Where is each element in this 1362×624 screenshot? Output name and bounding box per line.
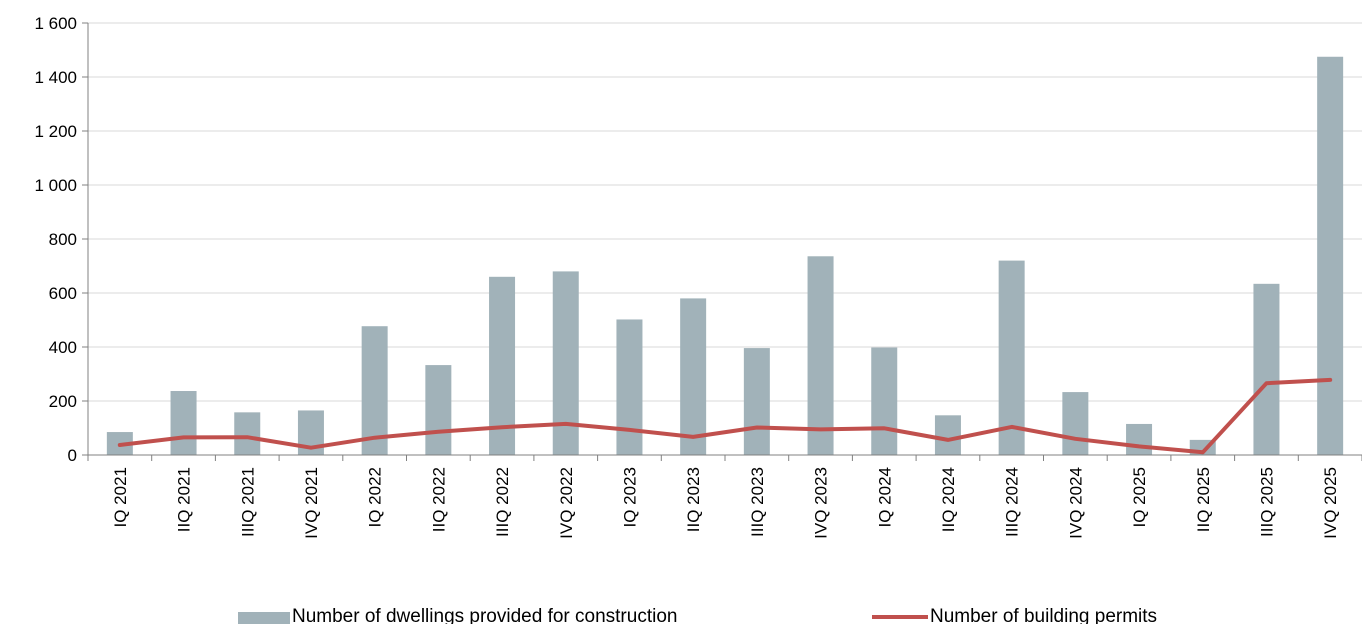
gridlines bbox=[88, 22, 1362, 402]
bar-series bbox=[106, 56, 1344, 455]
bar bbox=[871, 347, 898, 455]
bar bbox=[425, 365, 452, 455]
x-tick-label: IQ 2022 bbox=[366, 467, 385, 528]
x-tick-label: IIQ 2024 bbox=[939, 467, 958, 532]
bar bbox=[1126, 423, 1153, 455]
x-tick-label: IIIQ 2025 bbox=[1257, 467, 1276, 537]
legend-label-dwellings: Number of dwellings provided for constru… bbox=[292, 606, 677, 624]
y-tick-label: 1 400 bbox=[34, 68, 77, 87]
bar bbox=[807, 256, 834, 455]
legend-label-permits: Number of building permits bbox=[930, 606, 1157, 624]
y-tick-label: 1 600 bbox=[34, 14, 77, 33]
bar bbox=[1317, 56, 1344, 455]
x-tick-label: IVQ 2024 bbox=[1066, 467, 1085, 539]
bar bbox=[616, 319, 643, 455]
x-tick-label: IQ 2024 bbox=[875, 467, 894, 528]
y-tick-label: 0 bbox=[68, 446, 77, 465]
bar bbox=[998, 260, 1025, 455]
y-tick-label: 200 bbox=[49, 392, 77, 411]
x-tick-label: IVQ 2023 bbox=[812, 467, 831, 539]
axes bbox=[82, 22, 1362, 461]
bar bbox=[234, 412, 261, 455]
x-tick-label: IIIQ 2021 bbox=[238, 467, 257, 537]
x-tick-label: IIQ 2022 bbox=[429, 467, 448, 532]
y-tick-label: 1 200 bbox=[34, 122, 77, 141]
legend-swatch-dwellings bbox=[238, 612, 290, 624]
x-tick-label: IVQ 2025 bbox=[1321, 467, 1340, 539]
bar bbox=[934, 415, 961, 455]
x-tick-label: IQ 2025 bbox=[1130, 467, 1149, 528]
y-axis-tick-labels: 0 200 400 600 800 1 000 1 200 1 400 1 600 bbox=[34, 14, 77, 465]
x-tick-label: IIIQ 2023 bbox=[748, 467, 767, 537]
y-tick-label: 1 000 bbox=[34, 176, 77, 195]
line-path bbox=[117, 377, 1333, 455]
bar bbox=[743, 348, 770, 455]
x-tick-label: IIQ 2025 bbox=[1194, 467, 1213, 532]
x-tick-label: IIIQ 2024 bbox=[1003, 467, 1022, 537]
x-tick-label: IVQ 2021 bbox=[302, 467, 321, 539]
y-tick-label: 800 bbox=[49, 230, 77, 249]
legend: Number of dwellings provided for constru… bbox=[238, 606, 1157, 624]
bar bbox=[1253, 283, 1280, 455]
y-tick-label: 400 bbox=[49, 338, 77, 357]
x-tick-label: IVQ 2022 bbox=[557, 467, 576, 539]
x-axis-tick-labels: IQ 2021 IIQ 2021 IIIQ 2021 IVQ 2021 IQ 2022 I… bbox=[111, 467, 1340, 539]
x-tick-label: IQ 2021 bbox=[111, 467, 130, 528]
y-tick-label: 600 bbox=[49, 284, 77, 303]
bar bbox=[170, 391, 197, 455]
x-tick-label: IIQ 2023 bbox=[684, 467, 703, 532]
x-tick-label: IIIQ 2022 bbox=[493, 467, 512, 537]
line-series bbox=[117, 377, 1333, 455]
bar bbox=[680, 298, 707, 455]
bar bbox=[552, 271, 579, 455]
x-tick-label: IIQ 2021 bbox=[175, 467, 194, 532]
bar bbox=[361, 326, 388, 455]
bar bbox=[1062, 392, 1089, 455]
x-tick-label: IQ 2023 bbox=[620, 467, 639, 528]
